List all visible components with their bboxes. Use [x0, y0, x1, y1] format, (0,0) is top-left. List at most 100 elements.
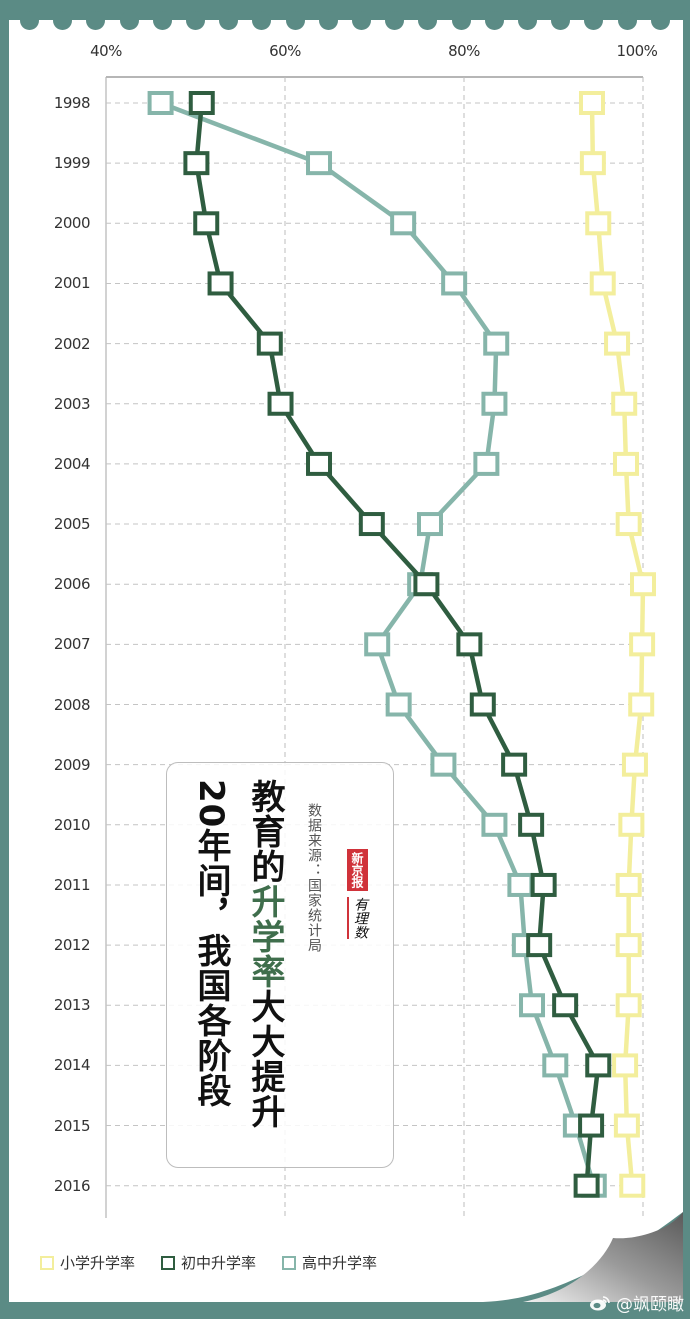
- square-marker-icon: [188, 91, 215, 115]
- title-line-1: 20年间，我国各阶段: [191, 779, 231, 1109]
- logo-youlishu: 有理数: [347, 897, 370, 939]
- y-tick-label: 2011: [53, 875, 91, 894]
- square-marker-icon: [441, 271, 468, 296]
- legend-label: 高中升学率: [302, 1254, 378, 1272]
- square-marker-icon: [604, 331, 631, 356]
- title-highlight: 升学率: [245, 884, 285, 989]
- square-marker-icon: [519, 993, 546, 1018]
- square-marker-icon: [483, 331, 510, 356]
- y-tick-label: 1999: [53, 154, 91, 173]
- square-marker-icon: [161, 1255, 176, 1270]
- square-marker-icon: [481, 812, 508, 837]
- y-tick-label: 2014: [53, 1056, 91, 1075]
- square-marker-icon: [507, 872, 534, 897]
- title-line-2: 教育的升学率大大提升: [245, 779, 285, 1129]
- square-marker-icon: [579, 151, 606, 176]
- y-tick-label: 2002: [53, 334, 91, 353]
- scallop-notch: [285, 11, 305, 30]
- scallop-notch: [617, 11, 637, 30]
- square-marker-icon: [552, 993, 579, 1018]
- y-tick-label: 2006: [53, 575, 91, 594]
- scallop-notch: [152, 11, 172, 30]
- scallop-notch: [219, 11, 239, 30]
- y-tick-label: 2016: [53, 1176, 91, 1195]
- square-marker-icon: [621, 752, 648, 777]
- square-marker-icon: [578, 1113, 605, 1138]
- scallop-notch: [252, 11, 272, 30]
- square-marker-icon: [430, 752, 457, 777]
- square-marker-icon: [183, 151, 210, 176]
- square-marker-icon: [615, 872, 642, 897]
- series-0: [578, 91, 656, 1198]
- scallop-notch: [484, 11, 504, 30]
- square-marker-icon: [630, 572, 656, 597]
- scallop-notch: [518, 11, 537, 30]
- logo-xinjingbao: 新京报: [347, 849, 368, 891]
- square-marker-icon: [207, 271, 234, 296]
- y-tick-label: 2001: [53, 274, 91, 293]
- square-marker-icon: [501, 752, 528, 777]
- square-marker-icon: [618, 812, 645, 837]
- source-note: 数据来源：国家统计局: [306, 803, 322, 953]
- x-tick-label: 100%: [616, 42, 658, 60]
- square-marker-icon: [542, 1053, 569, 1078]
- legend-label: 初中升学率: [181, 1254, 257, 1272]
- square-marker-icon: [385, 692, 412, 717]
- y-tick-label: 2009: [53, 755, 91, 774]
- square-marker-icon: [147, 91, 174, 115]
- square-marker-icon: [256, 331, 283, 356]
- x-tick-label: 80%: [448, 42, 480, 60]
- square-marker-icon: [193, 211, 220, 236]
- square-marker-icon: [613, 1113, 640, 1138]
- page-curl: [483, 1212, 683, 1302]
- square-marker-icon: [611, 391, 638, 416]
- square-marker-icon: [481, 391, 508, 416]
- y-tick-label: 2008: [53, 695, 91, 714]
- square-marker-icon: [416, 512, 443, 537]
- scallop-notch: [551, 11, 571, 30]
- square-marker-icon: [615, 993, 642, 1018]
- title-text: 教育的: [245, 779, 285, 884]
- square-marker-icon: [40, 1255, 54, 1270]
- title-text: 大大提升: [245, 989, 285, 1129]
- brand-logo: 新京报 有理数: [347, 849, 373, 939]
- weibo-watermark: @飒颐瞰: [589, 1290, 684, 1315]
- square-marker-icon: [413, 572, 440, 597]
- square-marker-icon: [578, 91, 605, 115]
- scallop-notch: [385, 11, 405, 30]
- square-marker-icon: [364, 632, 391, 657]
- y-tick-label: 1998: [53, 94, 91, 112]
- y-tick-label: 2013: [53, 996, 91, 1015]
- y-tick-label: 2012: [53, 936, 91, 955]
- scallop-notch: [186, 11, 205, 30]
- x-tick-label: 60%: [269, 42, 301, 60]
- title-box: 教育的升学率大大提升 20年间，我国各阶段 数据来源：国家统计局 新京报 有理数: [166, 762, 394, 1168]
- square-marker-icon: [526, 933, 553, 958]
- square-marker-icon: [306, 451, 333, 476]
- legend-item-senior: 高中升学率: [282, 1252, 377, 1273]
- square-marker-icon: [615, 512, 642, 537]
- square-marker-icon: [473, 451, 500, 476]
- square-marker-icon: [629, 632, 656, 657]
- square-marker-icon: [628, 692, 655, 717]
- y-tick-label: 2003: [53, 394, 91, 413]
- scallop-notch: [86, 11, 106, 30]
- square-marker-icon: [267, 391, 294, 416]
- y-tick-label: 2010: [53, 815, 91, 834]
- scallop-notch: [318, 11, 338, 30]
- square-marker-icon: [469, 692, 496, 717]
- square-marker-icon: [585, 211, 612, 236]
- square-marker-icon: [358, 512, 385, 537]
- x-tick-label: 40%: [90, 42, 122, 60]
- square-marker-icon: [518, 812, 545, 837]
- y-tick-label: 2007: [53, 635, 91, 654]
- square-marker-icon: [282, 1255, 297, 1270]
- y-tick-label: 2004: [53, 454, 91, 473]
- legend-item-primary: 小学升学率: [40, 1252, 135, 1273]
- square-marker-icon: [456, 632, 483, 657]
- square-marker-icon: [585, 1053, 612, 1078]
- scallop-notch: [451, 11, 471, 30]
- weibo-icon: [590, 1296, 610, 1311]
- scallop-notch: [53, 11, 73, 30]
